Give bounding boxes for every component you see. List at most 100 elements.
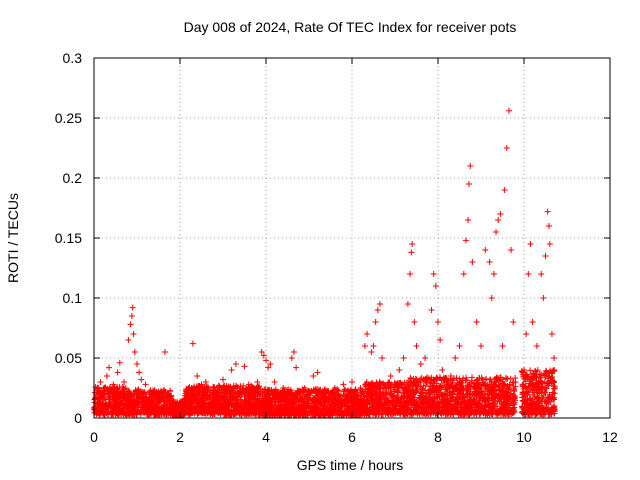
data-point-band: [550, 385, 557, 392]
data-point-band: [145, 399, 152, 406]
data-point-band: [159, 393, 166, 400]
data-point: [121, 379, 128, 385]
data-point: [409, 241, 416, 247]
data-point-band: [101, 410, 108, 417]
data-point-band: [165, 391, 172, 398]
data-point: [460, 271, 467, 277]
data-point: [439, 367, 446, 373]
data-point: [488, 295, 495, 301]
data-point: [220, 376, 226, 383]
x-tick-label: 10: [516, 429, 532, 445]
data-point: [400, 355, 407, 361]
data-point: [128, 313, 135, 319]
y-tick-label: 0.2: [63, 170, 83, 186]
data-point: [482, 247, 489, 253]
data-point-band: [136, 390, 143, 397]
data-point-band: [107, 384, 114, 391]
data-point: [310, 373, 317, 379]
data-point: [544, 208, 551, 215]
data-point-band: [469, 374, 476, 381]
data-point: [490, 271, 497, 277]
data-point-band: [151, 404, 158, 411]
data-point-band: [151, 387, 158, 394]
data-point: [136, 369, 143, 376]
data-point: [551, 355, 558, 361]
data-point: [241, 363, 248, 370]
data-point-band: [125, 388, 132, 395]
data-point: [376, 301, 383, 307]
data-point: [374, 307, 381, 313]
data-point-band: [119, 404, 126, 411]
data-point-band: [135, 400, 142, 407]
data-point: [361, 343, 368, 349]
data-point: [452, 355, 459, 361]
data-point: [293, 364, 300, 371]
y-tick-label: 0.25: [55, 110, 82, 126]
data-point-band: [111, 403, 118, 410]
y-axis-label: ROTI / TECUs: [5, 193, 21, 283]
data-point-band: [101, 384, 108, 391]
data-point-band: [124, 406, 131, 413]
data-point-band: [113, 393, 120, 400]
data-point: [370, 343, 377, 349]
data-point-band: [97, 405, 104, 412]
data-point-band: [105, 393, 112, 400]
data-point: [349, 379, 355, 385]
x-tick-label: 8: [434, 429, 442, 445]
data-point: [545, 223, 552, 229]
data-point: [125, 337, 132, 343]
data-point: [189, 340, 196, 347]
data-point-band: [107, 409, 114, 416]
data-point-band: [138, 409, 145, 416]
grid-lines: [94, 58, 610, 418]
data-point: [527, 241, 534, 247]
data-point: [495, 217, 502, 223]
x-axis-label: GPS time / hours: [297, 457, 404, 473]
data-point: [387, 373, 394, 379]
data-point: [194, 373, 201, 379]
data-point-band: [160, 389, 167, 396]
data-point-band: [107, 394, 114, 401]
data-point: [465, 181, 472, 187]
data-point-band: [140, 389, 147, 396]
data-point: [501, 187, 508, 193]
data-point-band: [96, 409, 103, 416]
data-point: [503, 145, 510, 151]
data-point-band: [157, 405, 164, 412]
data-point-band: [105, 401, 112, 408]
y-tick-label: 0.3: [63, 50, 83, 66]
data-point: [106, 364, 113, 371]
data-point-band: [147, 389, 154, 396]
data-point-band: [113, 385, 120, 392]
data-point: [228, 367, 235, 373]
chart-title: Day 008 of 2024, Rate Of TEC Index for r…: [184, 19, 517, 35]
data-point-band: [169, 411, 176, 418]
data-point: [116, 359, 123, 366]
data-point: [467, 163, 474, 169]
data-point-band: [125, 393, 132, 400]
y-tick-label: 0.05: [55, 350, 82, 366]
data-point-band: [104, 387, 111, 394]
data-point: [290, 349, 297, 355]
data-point: [372, 319, 379, 325]
data-point: [505, 107, 512, 114]
data-point: [430, 271, 437, 277]
data-point: [97, 379, 104, 385]
data-point-band: [152, 410, 159, 417]
y-tick-label: 0.1: [63, 290, 83, 306]
data-point: [271, 379, 278, 385]
data-point: [103, 373, 110, 379]
data-point-band: [114, 411, 121, 418]
data-point-band: [113, 407, 120, 414]
data-point-band: [134, 408, 141, 415]
data-point: [486, 259, 493, 265]
data-points: [91, 107, 558, 419]
data-point: [408, 249, 415, 256]
x-tick-label: 2: [176, 429, 184, 445]
data-point: [548, 331, 555, 337]
data-point-band: [124, 402, 131, 409]
data-point-band: [144, 410, 151, 417]
data-point: [134, 361, 140, 367]
data-point: [499, 343, 506, 349]
data-point-band: [120, 386, 127, 393]
